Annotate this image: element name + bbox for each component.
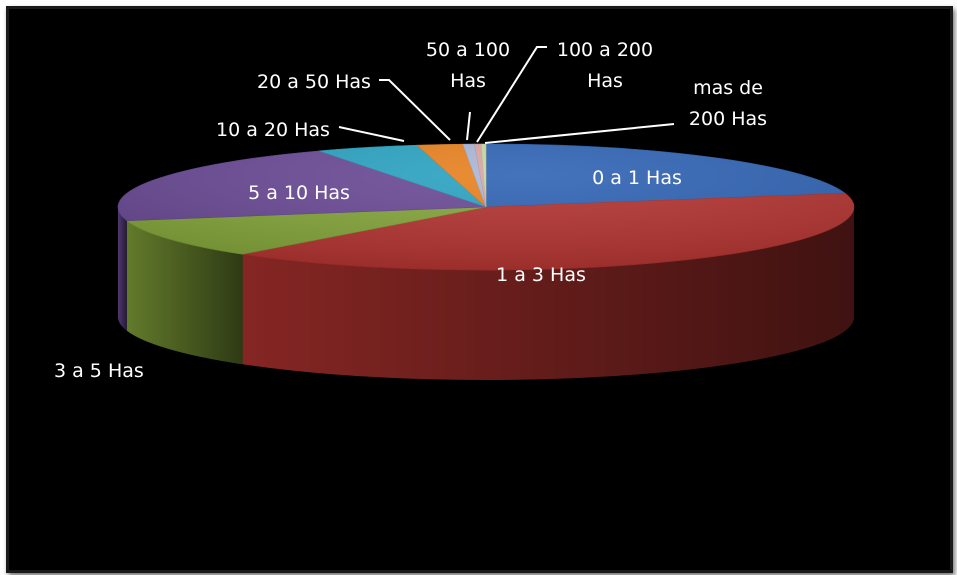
label-0-a-1-has: 0 a 1 Has xyxy=(592,167,682,189)
label-20-a-50-has: 20 a 50 Has xyxy=(257,71,371,93)
leader-line-mas-de-200-has xyxy=(484,123,675,144)
label-1-a-3-has: 1 a 3 Has xyxy=(496,264,586,286)
slice-side-shade-5-a-10-has xyxy=(118,207,127,331)
chart-frame: 0 a 1 Has 1 a 3 Has 3 a 5 Has 5 a 10 Has 10 … xyxy=(6,6,953,573)
label-mas-de-200-has: mas de 200 Has xyxy=(689,77,767,130)
pie-chart: 0 a 1 Has 1 a 3 Has 3 a 5 Has 5 a 10 Has 10 … xyxy=(54,39,855,382)
leader-line-100-a-200-has xyxy=(476,46,547,143)
leader-line-50-a-100-has xyxy=(466,111,471,141)
pie-sides xyxy=(118,207,855,380)
leader-line-20-a-50-has xyxy=(379,79,451,141)
label-3-a-5-has: 3 a 5 Has xyxy=(54,360,144,382)
slice-labels: 0 a 1 Has 1 a 3 Has 3 a 5 Has 5 a 10 Has 10 … xyxy=(54,39,767,382)
leader-lines xyxy=(338,46,675,144)
slice-side-shade-1-a-3-has xyxy=(242,207,855,380)
label-50-a-100-has: 50 a 100 Has xyxy=(426,39,510,92)
label-10-a-20-has: 10 a 20 Has xyxy=(216,119,330,141)
label-5-a-10-has: 5 a 10 Has xyxy=(248,182,350,204)
pie-top-gloss xyxy=(118,144,854,270)
leader-line-10-a-20-has xyxy=(338,126,405,142)
pie-tops xyxy=(117,143,855,271)
label-100-a-200-has: 100 a 200 Has xyxy=(557,39,653,92)
slice-side-shade-3-a-5-has xyxy=(126,220,243,365)
